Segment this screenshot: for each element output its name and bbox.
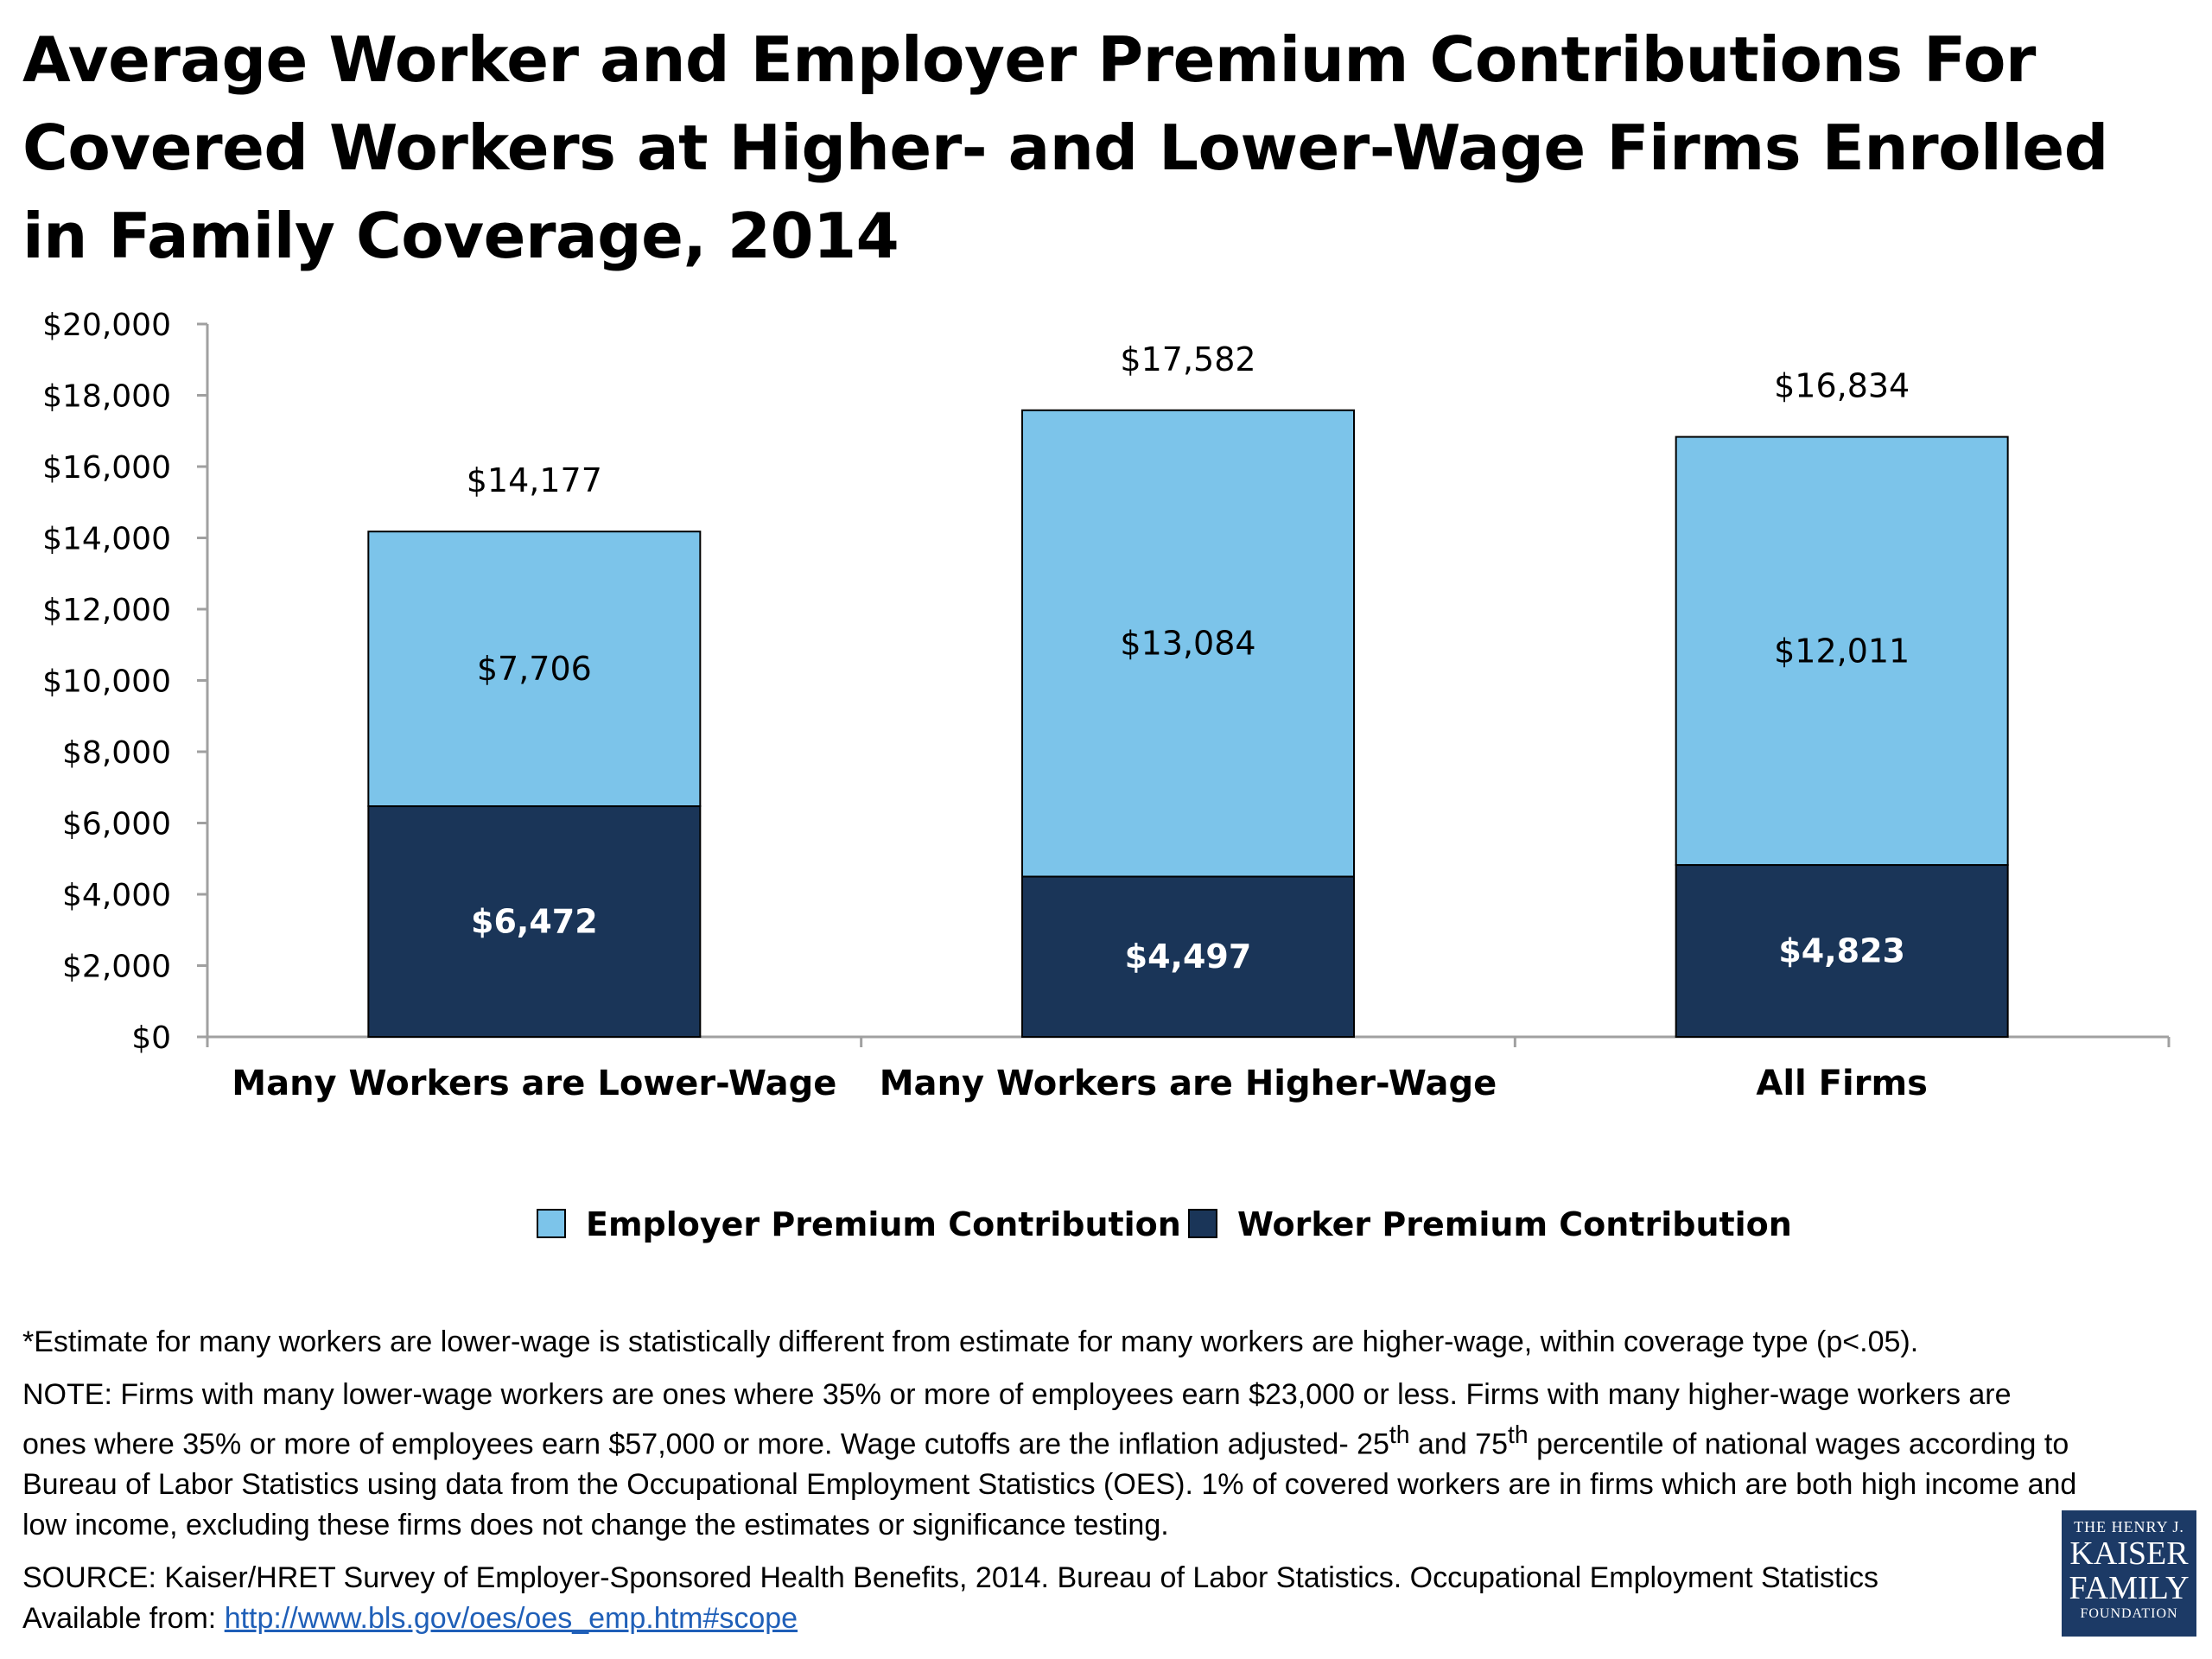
employer-value-label: $7,706 xyxy=(477,650,592,688)
significance-note: *Estimate for many workers are lower-wag… xyxy=(22,1325,1919,1358)
x-category-label: Many Workers are Lower-Wage xyxy=(232,1064,836,1103)
source-link[interactable]: http://www.bls.gov/oes/oes_emp.htm#scope xyxy=(224,1602,798,1636)
bar-employer-contribution xyxy=(1021,409,1355,878)
legend-swatch xyxy=(1188,1209,1217,1238)
worker-value-label: $4,497 xyxy=(1125,938,1252,976)
bar-employer-contribution xyxy=(367,531,702,808)
y-tick-label: $16,000 xyxy=(42,450,171,486)
y-tick-label: $12,000 xyxy=(42,593,171,628)
chart-title: Average Worker and Employer Premium Cont… xyxy=(22,23,2108,272)
y-tick-label: $4,000 xyxy=(62,878,171,913)
legend-label: Employer Premium Contribution xyxy=(586,1205,1181,1243)
y-tick-label: $18,000 xyxy=(42,379,171,415)
y-tick-label: $10,000 xyxy=(42,664,171,700)
methodology-note: NOTE: Firms with many lower-wage workers… xyxy=(22,1378,2077,1542)
legend-swatch xyxy=(537,1209,566,1238)
y-tick-label: $0 xyxy=(131,1020,171,1056)
x-category-label: Many Workers are Higher-Wage xyxy=(880,1064,1497,1103)
y-tick-label: $2,000 xyxy=(62,950,171,985)
bar-worker-contribution xyxy=(1021,875,1355,1039)
y-tick-label: $14,000 xyxy=(42,522,171,557)
footnotes: *Estimate for many workers are lower-wag… xyxy=(22,1322,2079,1651)
total-value-label: $16,834 xyxy=(1774,367,1910,405)
total-value-label: $17,582 xyxy=(1120,340,1255,378)
y-tick-label: $8,000 xyxy=(62,735,171,771)
employer-value-label: $13,084 xyxy=(1120,625,1255,663)
stacked-bar-chart: $0 $2,000 $4,000 $6,000 $8,000 $10,000 $12,000… xyxy=(42,308,2171,1243)
bar-employer-contribution xyxy=(1675,435,2009,867)
employer-value-label: $12,011 xyxy=(1774,632,1910,670)
kff-logo: THE HENRY J. KAISER FAMILY FOUNDATION xyxy=(2062,1510,2196,1637)
worker-value-label: $6,472 xyxy=(471,903,598,941)
y-tick-label: $6,000 xyxy=(62,807,171,842)
bar-worker-contribution xyxy=(1675,864,2009,1039)
bar-worker-contribution xyxy=(367,805,702,1039)
y-tick-label: $20,000 xyxy=(42,308,171,343)
source-note: SOURCE: Kaiser/HRET Survey of Employer-S… xyxy=(22,1561,1879,1636)
legend-label: Worker Premium Contribution xyxy=(1237,1205,1792,1243)
worker-value-label: $4,823 xyxy=(1778,932,1905,970)
x-category-label: All Firms xyxy=(1756,1064,1928,1103)
total-value-label: $14,177 xyxy=(467,461,602,499)
